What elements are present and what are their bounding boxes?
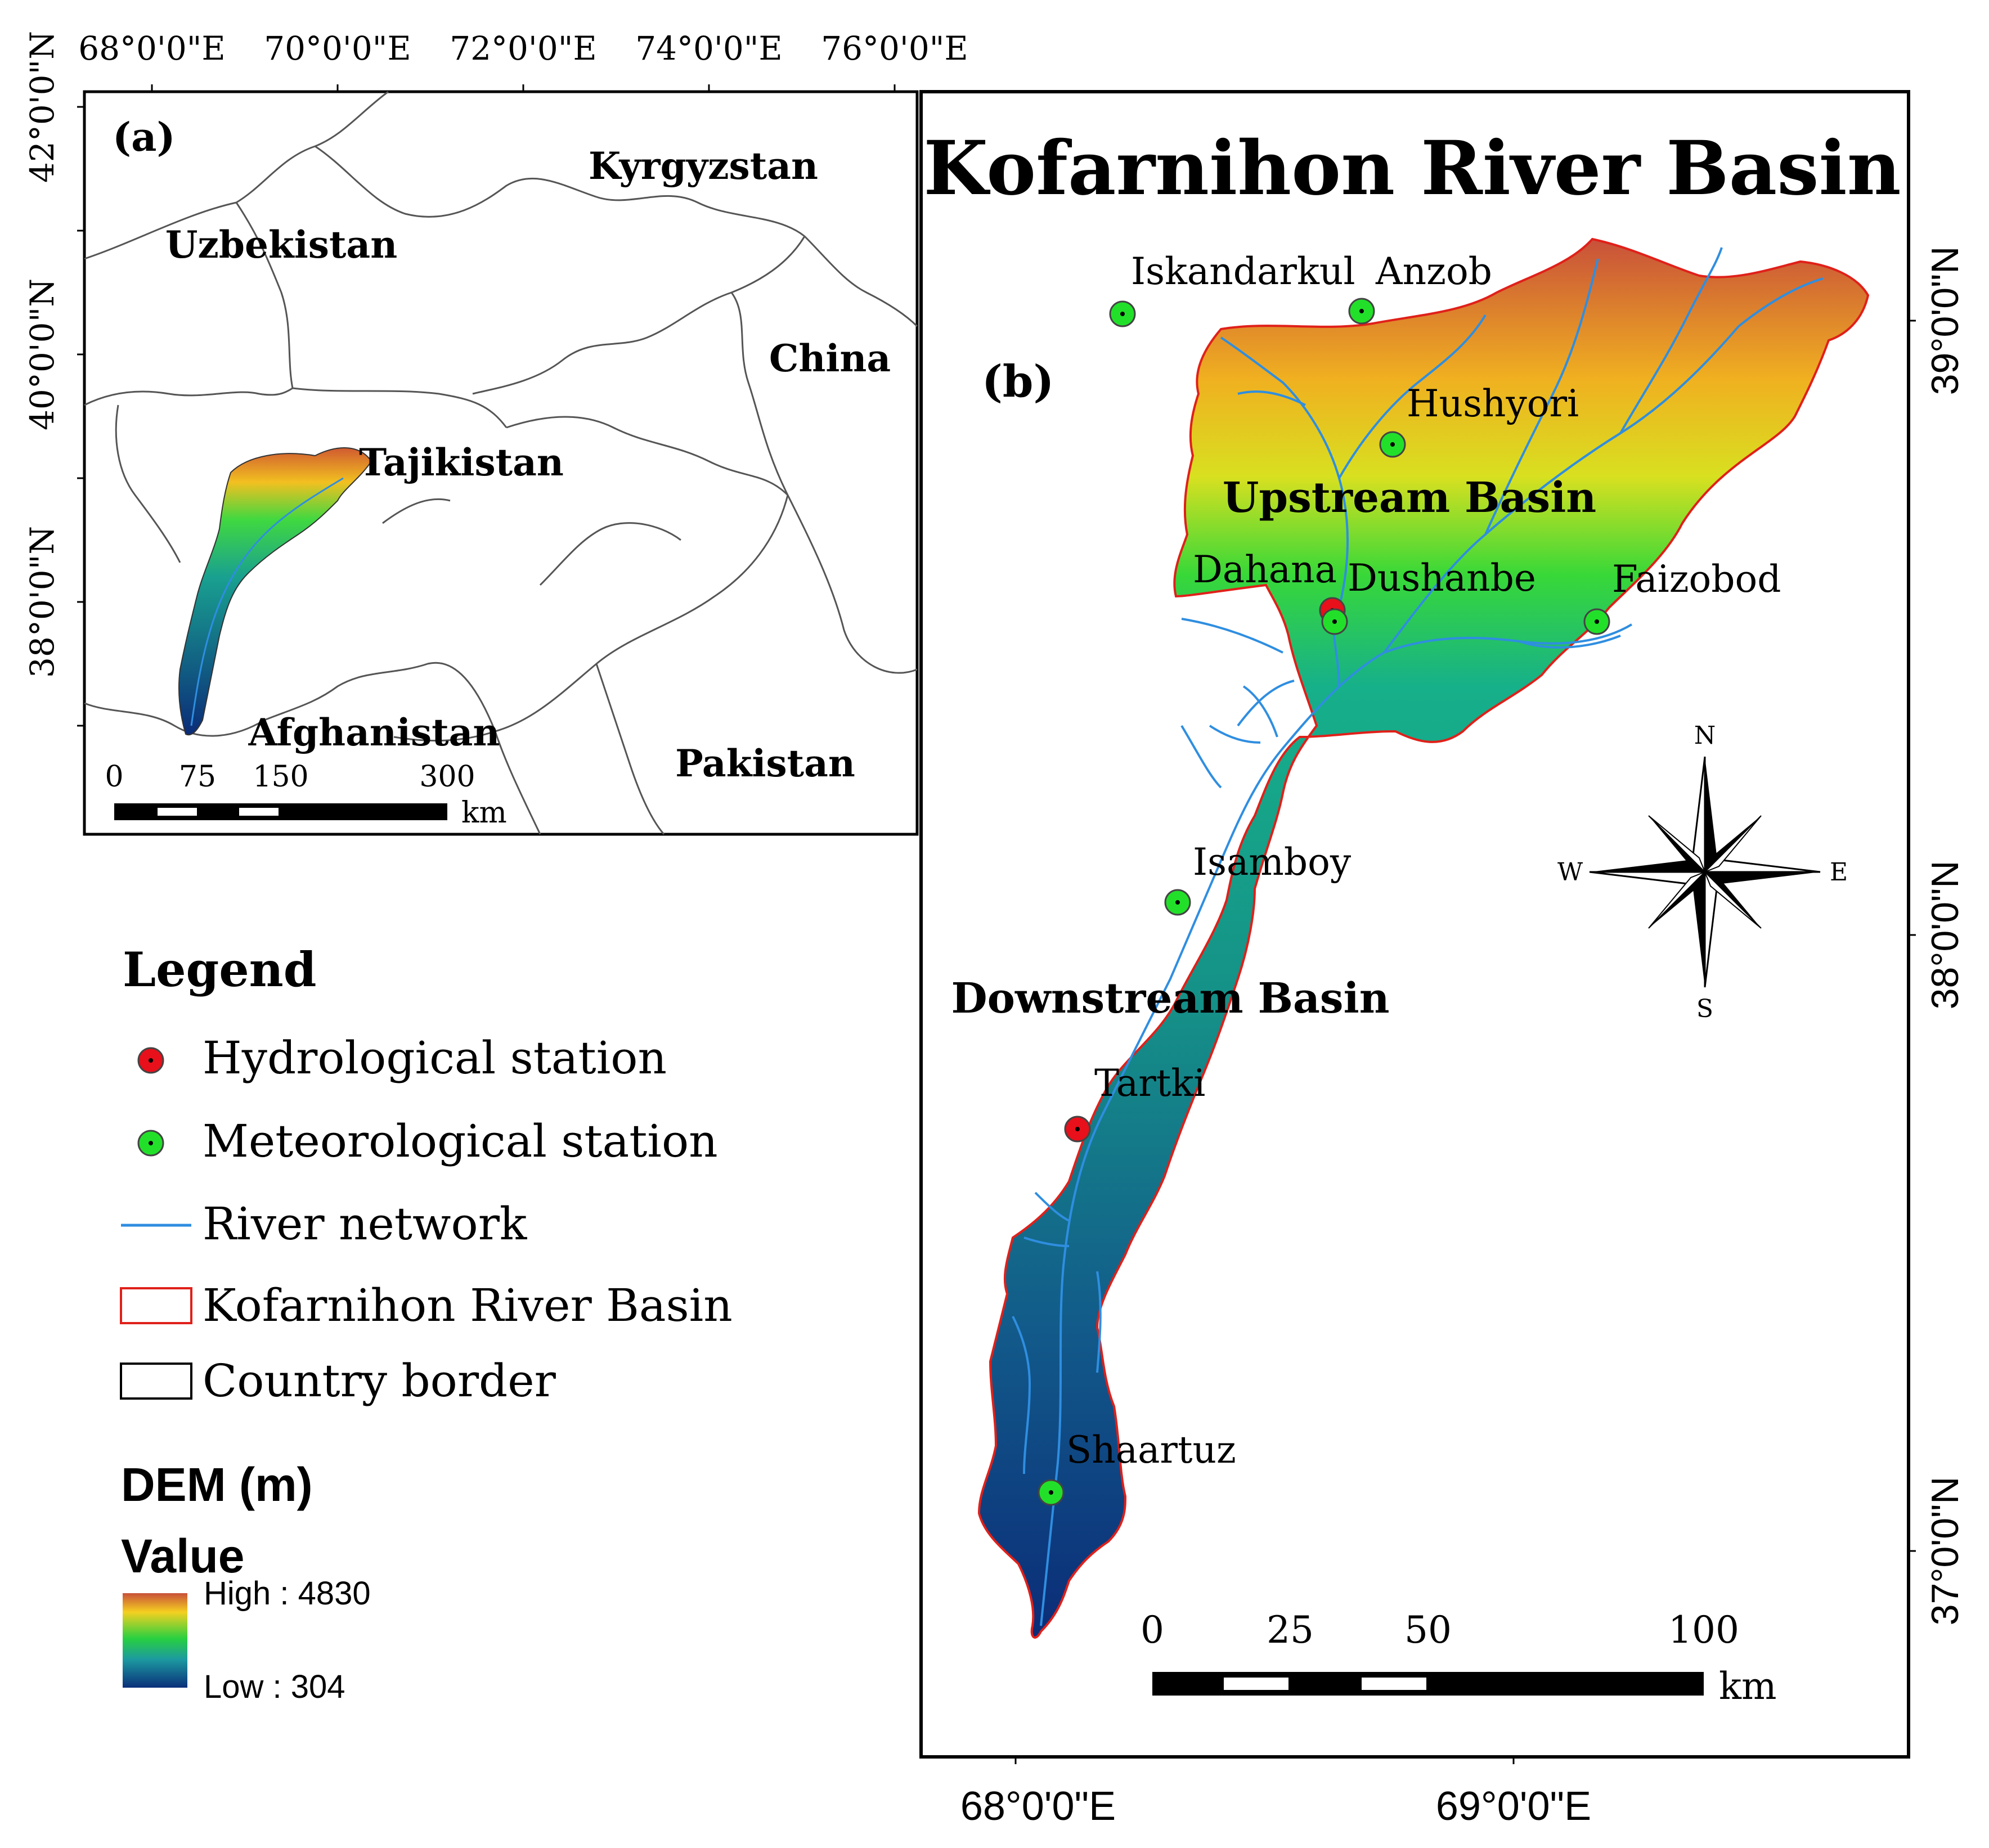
country-label-pakistan: Pakistan	[675, 741, 855, 785]
station-iskandarkul[interactable]: Iskandarkul	[1109, 250, 1355, 327]
legend-hydro-label: Hydrological station	[203, 1032, 667, 1084]
overview-top-tick-label: 74°0'0"E	[635, 29, 783, 68]
basin-map: 39°0'0"N 38°0'0"N 37°0'0"N 68°0'0"E 69°0…	[919, 90, 1966, 1829]
overview-top-tick-label: 68°0'0"E	[78, 29, 226, 68]
station-label: Iskandarkul	[1131, 250, 1355, 293]
overview-scale-label: 300	[419, 760, 475, 794]
legend: Legend Hydrological station Meteorologic…	[120, 942, 733, 1705]
dem-title: DEM (m)	[121, 1458, 313, 1511]
basin-map-title: Kofarnihon River Basin	[923, 125, 1901, 212]
east-label: E	[1830, 858, 1848, 887]
station-label: Anzob	[1375, 250, 1492, 293]
basin-scale-label: 50	[1404, 1608, 1452, 1652]
legend-title: Legend	[123, 942, 317, 997]
river-network	[1012, 247, 1824, 1626]
dem-color-ramp	[123, 1593, 187, 1688]
station-hushyori[interactable]: Hushyori	[1379, 382, 1579, 458]
region-label-downstream: Downstream Basin	[951, 974, 1389, 1023]
north-label: N	[1694, 721, 1716, 750]
overview-map: 68°0'0"E 70°0'0"E 72°0'0"E 74°0'0"E 76°0…	[23, 29, 968, 836]
basin-bottom-tick-label: 68°0'0"E	[960, 1784, 1116, 1829]
overview-left-tick-label: 40°0'0"N	[23, 278, 61, 430]
overview-scale-label: 150	[253, 760, 308, 794]
overview-river	[190, 477, 344, 726]
station-shaartuz[interactable]: Shaartuz	[1038, 1428, 1236, 1506]
overview-frame	[83, 90, 919, 836]
north-arrow: N S E W	[1557, 721, 1848, 1023]
country-label-china: China	[769, 336, 891, 380]
station-faizobod[interactable]: Faizobod	[1583, 557, 1781, 635]
basin-right-ticks: 39°0'0"N 38°0'0"N 37°0'0"N	[1909, 246, 1966, 1626]
dem-value-label: Value	[121, 1530, 244, 1582]
basin-bottom-ticks: 68°0'0"E 69°0'0"E	[960, 1757, 1591, 1829]
region-label-upstream: Upstream Basin	[1223, 474, 1596, 522]
basin-scale-unit: km	[1719, 1665, 1777, 1708]
west-label: W	[1557, 858, 1583, 887]
basin-right-tick-label: 37°0'0"N	[1924, 1477, 1966, 1626]
overview-top-tick-label: 76°0'0"E	[821, 29, 968, 68]
overview-scale-label: 0	[105, 760, 123, 794]
station-label: Shaartuz	[1066, 1428, 1236, 1472]
station-anzob[interactable]: Anzob	[1348, 250, 1492, 325]
basin-scale-bar: 0 25 50 100 km	[1141, 1608, 1777, 1708]
legend-basin-label: Kofarnihon River Basin	[203, 1279, 733, 1332]
basin-scale-label: 100	[1668, 1608, 1739, 1652]
overview-basin-shape	[178, 447, 372, 736]
overview-scale-unit: km	[461, 796, 507, 830]
station-label: Hushyori	[1407, 382, 1579, 425]
country-label-tajikistan: Tajikistan	[359, 440, 564, 484]
country-borders	[84, 91, 918, 835]
station-label: Tartki	[1094, 1062, 1205, 1105]
station-label: Dahana	[1193, 548, 1337, 591]
overview-scale-bar: 0 75 150 300 km	[105, 760, 506, 830]
legend-river-label: River network	[203, 1198, 528, 1250]
legend-border-label: Country border	[203, 1355, 556, 1407]
country-label-uzbekistan: Uzbekistan	[165, 223, 397, 267]
basin-right-tick-label: 39°0'0"N	[1924, 246, 1966, 395]
legend-basin-symbol	[120, 1287, 192, 1324]
station-tartki[interactable]: Tartki	[1064, 1062, 1205, 1143]
basin-scale-label: 25	[1267, 1608, 1314, 1652]
south-label: S	[1696, 995, 1713, 1023]
overview-left-tick-label: 38°0'0"N	[23, 526, 61, 678]
station-label: Isamboy	[1193, 840, 1352, 884]
basin-panel-label: (b)	[982, 356, 1054, 407]
basin-scale-label: 0	[1141, 1608, 1164, 1652]
basin-right-tick-label: 38°0'0"N	[1924, 861, 1966, 1010]
country-label-afghanistan: Afghanistan	[248, 711, 500, 754]
legend-border-symbol	[120, 1363, 192, 1400]
station-isamboy[interactable]: Isamboy	[1164, 840, 1352, 916]
overview-panel-label: (a)	[113, 114, 176, 160]
station-label: Dushanbe	[1348, 556, 1536, 600]
overview-top-tick-label: 72°0'0"E	[450, 29, 597, 68]
overview-scale-label: 75	[179, 760, 216, 794]
basin-bottom-tick-label: 69°0'0"E	[1436, 1784, 1591, 1829]
station-dushanbe[interactable]: Dushanbe	[1321, 556, 1536, 635]
basin-dem-shape	[977, 237, 1870, 1639]
legend-meteo-label: Meteorological station	[203, 1115, 718, 1167]
overview-left-ticks: 42°0'0"N 40°0'0"N 38°0'0"N	[23, 31, 84, 727]
dem-low-label: Low : 304	[204, 1669, 345, 1705]
overview-top-ticks: 68°0'0"E 70°0'0"E 72°0'0"E 74°0'0"E 76°0…	[78, 29, 968, 92]
dem-high-label: High : 4830	[204, 1575, 371, 1612]
station-label: Faizobod	[1612, 557, 1781, 601]
country-label-kyrgyzstan: Kyrgyzstan	[589, 144, 818, 188]
overview-left-tick-label: 42°0'0"N	[23, 31, 61, 183]
overview-top-tick-label: 70°0'0"E	[264, 29, 411, 68]
